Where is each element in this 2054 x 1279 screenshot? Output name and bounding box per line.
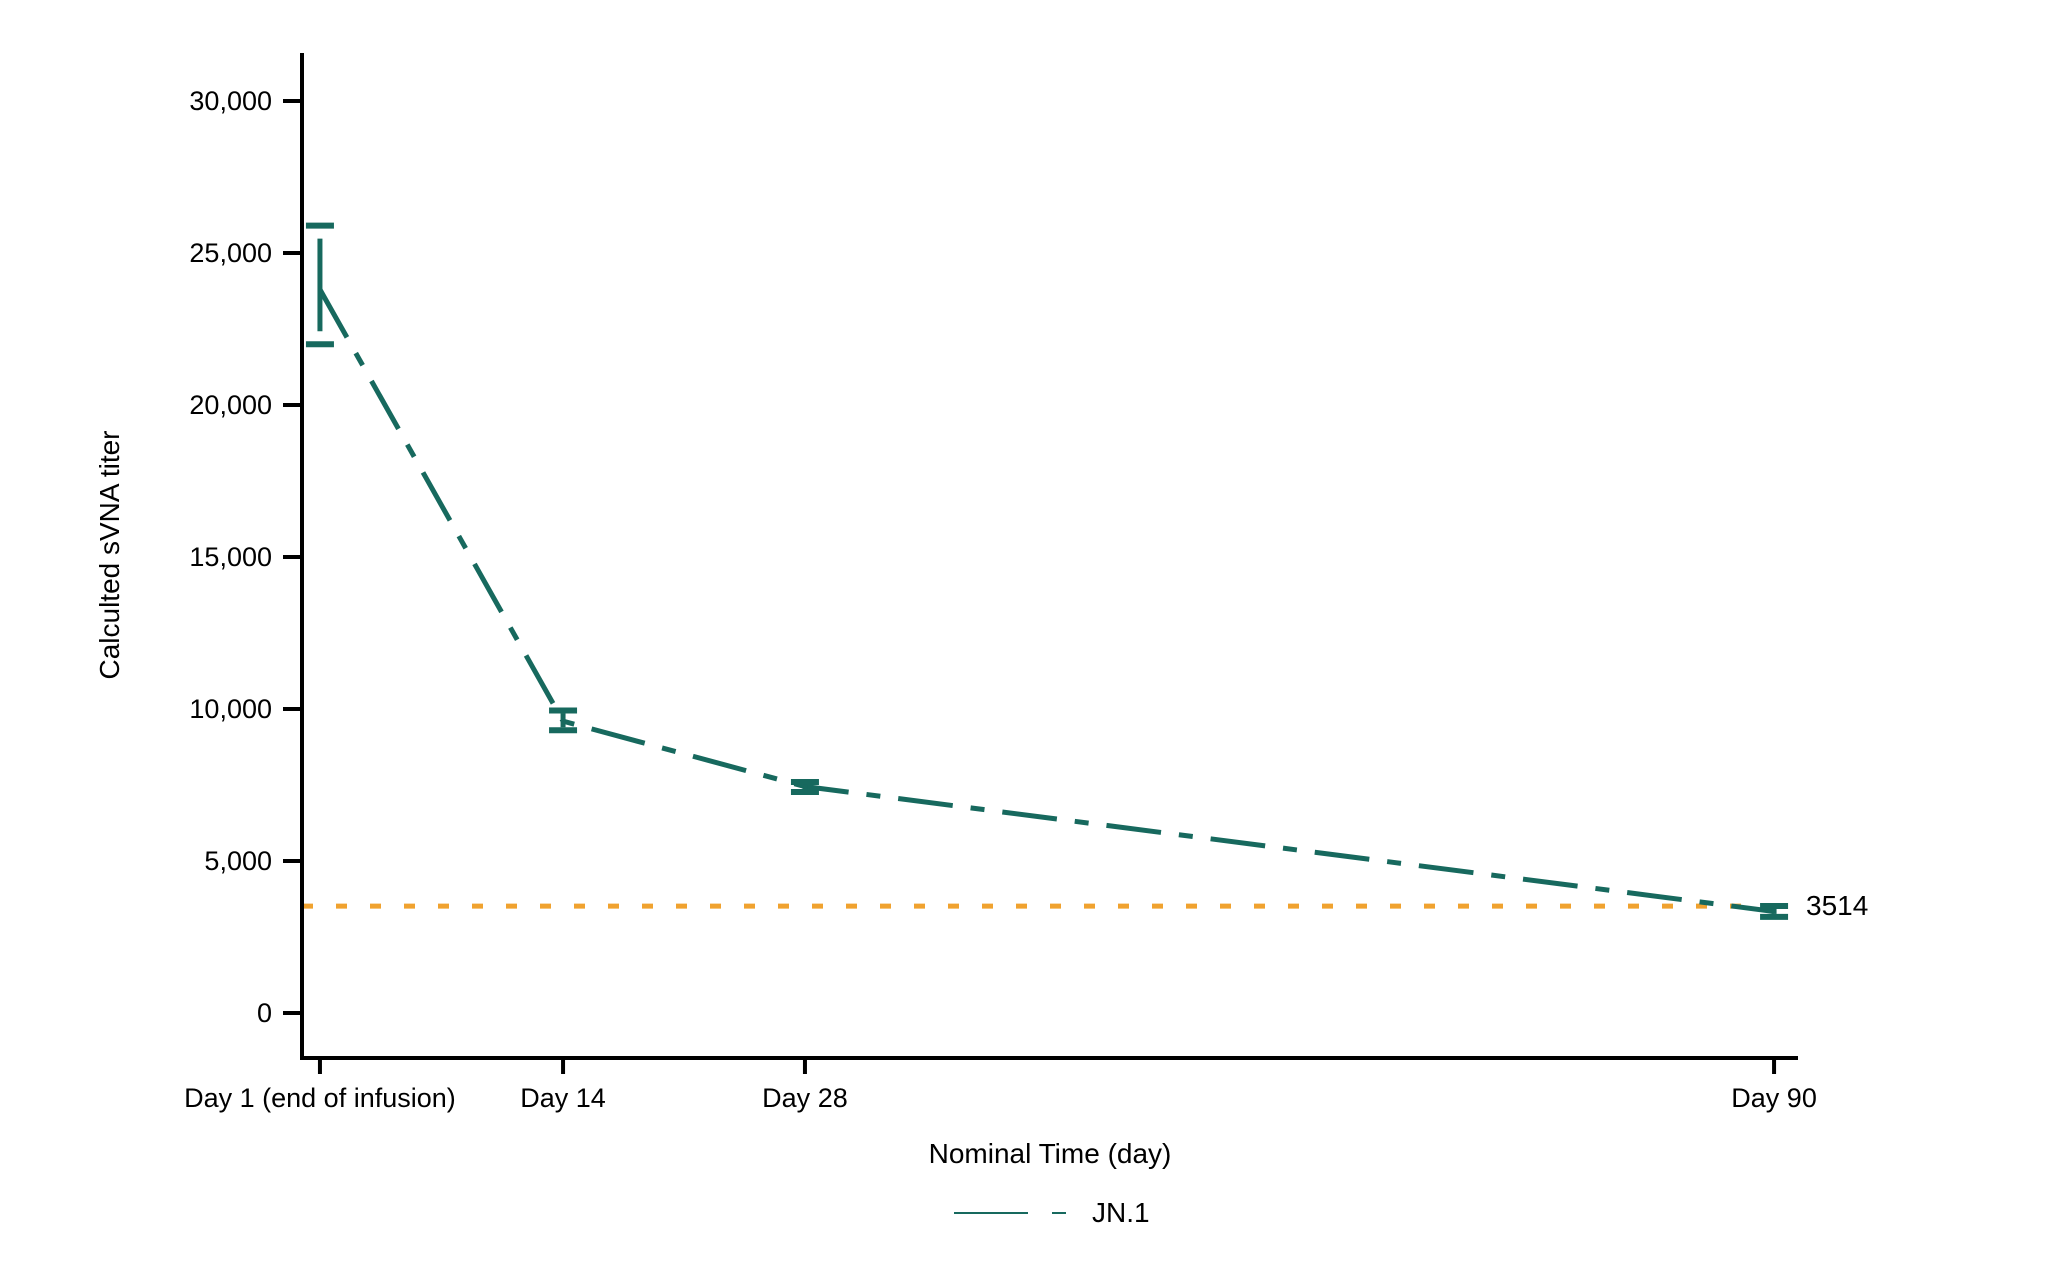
y-tick-label: 30,000: [189, 86, 272, 116]
x-tick-label: Day 28: [762, 1083, 848, 1113]
reference-value-label: 3514: [1806, 890, 1869, 921]
legend-series-label: JN.1: [1092, 1197, 1150, 1228]
y-tick-label: 20,000: [189, 390, 272, 420]
y-tick-label: 15,000: [189, 542, 272, 572]
x-axis-title: Nominal Time (day): [928, 1138, 1172, 1169]
legend: JN.1: [952, 1196, 1150, 1230]
series-line-jn1: [317, 288, 1775, 914]
x-tick-label: Day 90: [1731, 1083, 1817, 1113]
y-tick-label: 10,000: [189, 694, 272, 724]
y-tick-label: 5,000: [204, 846, 272, 876]
x-tick-label: Day 1 (end of infusion): [184, 1083, 456, 1113]
x-tick-label: Day 14: [520, 1083, 606, 1113]
y-axis-title: Calculted sVNA titer: [94, 430, 125, 680]
y-tick-label: 0: [257, 998, 272, 1028]
y-tick-label: 25,000: [189, 238, 272, 268]
legend-line-sample: [954, 1212, 1066, 1214]
